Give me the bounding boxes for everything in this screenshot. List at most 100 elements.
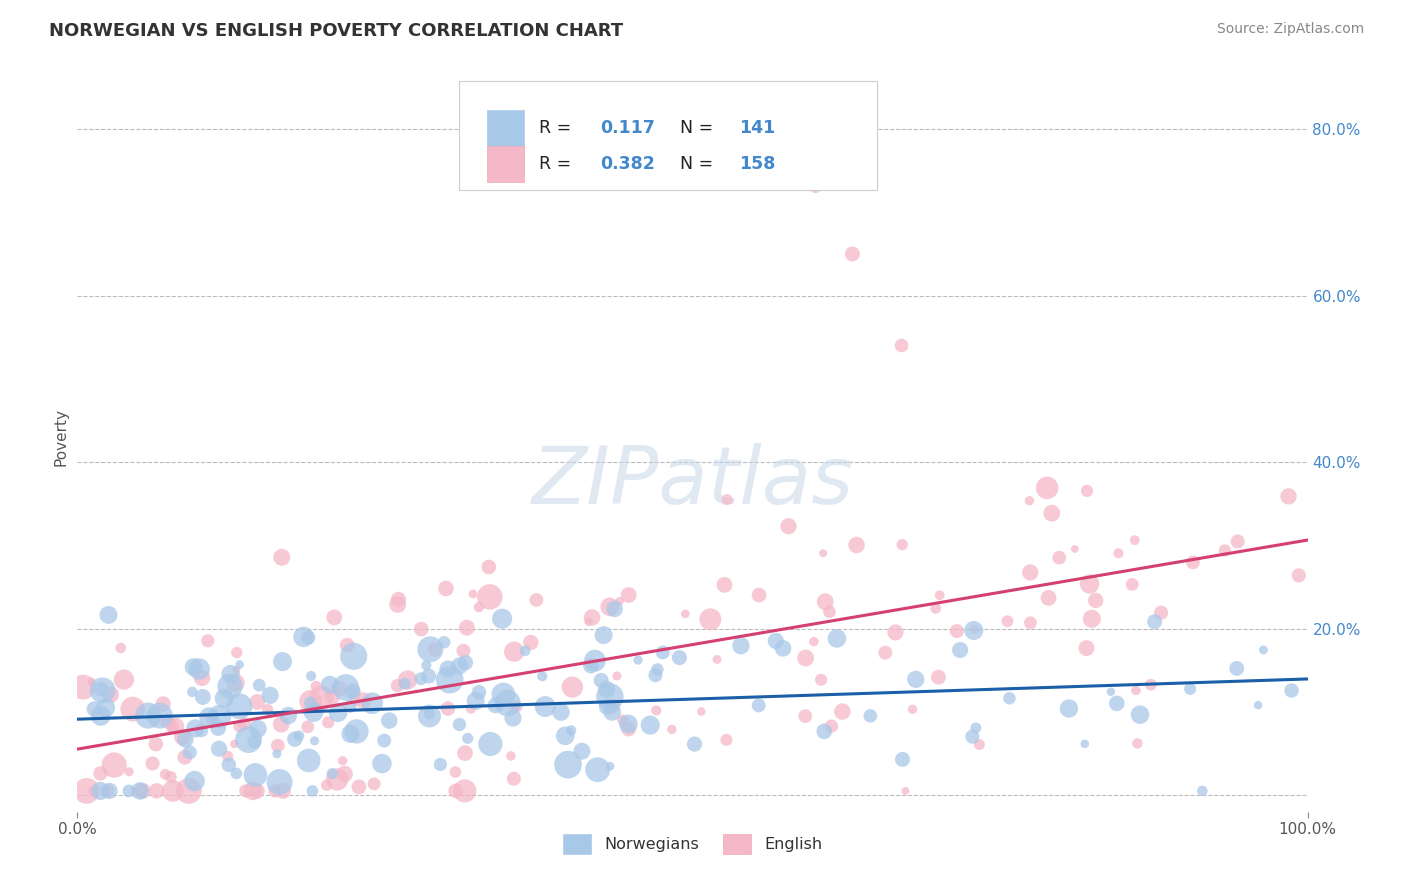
Legend: Norwegians, English: Norwegians, English: [557, 828, 828, 860]
Point: [644, 668, 666, 682]
Point: [328, 681, 350, 696]
Point: [579, 658, 602, 673]
Point: [371, 756, 394, 771]
Text: N =: N =: [681, 155, 718, 173]
Point: [118, 784, 141, 798]
Point: [904, 673, 927, 687]
Point: [599, 599, 621, 614]
FancyBboxPatch shape: [458, 81, 877, 190]
Point: [437, 701, 460, 715]
Point: [256, 702, 278, 716]
Point: [1247, 698, 1270, 713]
Point: [464, 694, 486, 708]
Point: [188, 662, 211, 676]
Point: [1036, 481, 1059, 495]
Point: [335, 681, 357, 695]
Point: [343, 649, 366, 664]
Point: [172, 730, 194, 744]
Point: [583, 654, 606, 668]
Point: [91, 683, 114, 698]
Point: [347, 780, 370, 794]
Point: [246, 722, 269, 736]
Point: [814, 595, 837, 609]
Point: [1040, 506, 1063, 520]
Text: 0.117: 0.117: [600, 120, 655, 137]
Point: [492, 688, 515, 702]
Point: [925, 601, 948, 615]
Point: [292, 630, 315, 644]
Point: [162, 784, 184, 798]
Point: [449, 658, 471, 673]
Point: [502, 772, 524, 786]
Point: [212, 691, 235, 706]
Point: [599, 690, 621, 704]
Point: [269, 775, 291, 789]
Point: [333, 767, 356, 781]
Point: [612, 713, 634, 727]
Point: [82, 784, 104, 798]
Point: [591, 673, 613, 688]
Point: [586, 763, 609, 777]
Point: [225, 663, 247, 677]
Point: [191, 671, 214, 685]
Text: ZIPatlas: ZIPatlas: [531, 443, 853, 521]
Point: [149, 708, 172, 723]
Point: [225, 766, 247, 780]
Point: [336, 638, 359, 652]
Point: [299, 696, 322, 710]
Point: [706, 652, 728, 666]
Point: [339, 727, 361, 741]
Point: [496, 696, 519, 710]
Text: Source: ZipAtlas.com: Source: ZipAtlas.com: [1216, 22, 1364, 37]
Point: [813, 724, 835, 739]
Point: [778, 519, 800, 533]
FancyBboxPatch shape: [486, 111, 524, 146]
Point: [928, 670, 950, 684]
Point: [831, 705, 853, 719]
Point: [323, 610, 346, 624]
Point: [100, 688, 122, 702]
Point: [1081, 612, 1104, 626]
Point: [928, 588, 950, 602]
Point: [804, 180, 827, 194]
Point: [118, 764, 141, 779]
Point: [699, 612, 721, 626]
Point: [409, 672, 432, 686]
Point: [998, 691, 1021, 706]
Point: [825, 632, 848, 646]
Point: [165, 719, 187, 733]
Point: [716, 732, 738, 747]
Point: [1277, 489, 1299, 503]
Point: [661, 723, 683, 737]
Point: [418, 709, 440, 723]
Point: [901, 702, 924, 716]
Point: [468, 600, 491, 615]
Point: [484, 698, 506, 713]
Point: [949, 643, 972, 657]
Point: [1107, 546, 1129, 560]
Point: [145, 737, 167, 751]
Point: [208, 741, 231, 756]
Point: [1139, 678, 1161, 692]
Point: [246, 695, 269, 709]
Text: R =: R =: [538, 120, 576, 137]
Point: [1057, 701, 1080, 715]
Point: [609, 594, 631, 608]
Point: [1181, 555, 1204, 569]
Point: [415, 658, 437, 673]
FancyBboxPatch shape: [486, 145, 524, 182]
Point: [606, 669, 628, 683]
Point: [346, 724, 368, 739]
Point: [963, 623, 986, 637]
Point: [339, 699, 361, 714]
Point: [344, 693, 367, 707]
Y-axis label: Poverty: Poverty: [53, 408, 69, 467]
Point: [439, 673, 461, 687]
Point: [387, 592, 409, 607]
Point: [578, 615, 600, 629]
Point: [503, 645, 526, 659]
Point: [174, 732, 197, 747]
Point: [270, 550, 292, 565]
Point: [83, 702, 105, 716]
Text: NORWEGIAN VS ENGLISH POVERTY CORRELATION CHART: NORWEGIAN VS ENGLISH POVERTY CORRELATION…: [49, 22, 623, 40]
